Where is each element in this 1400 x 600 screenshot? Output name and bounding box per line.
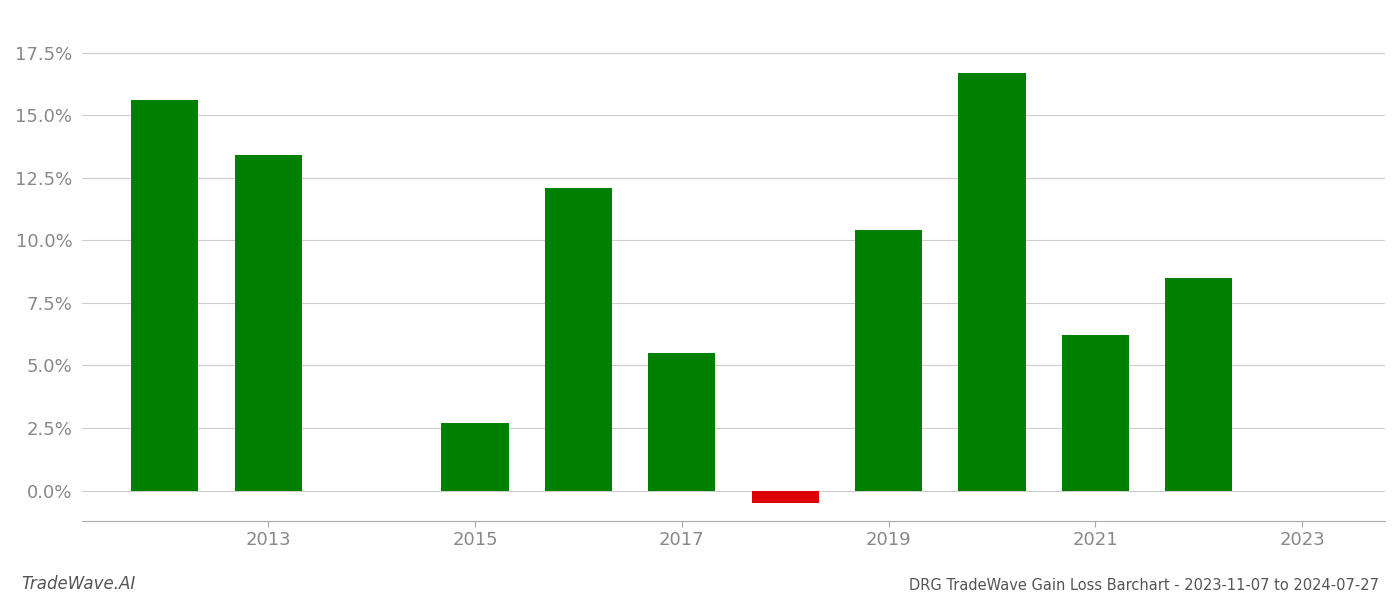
Bar — [441, 423, 508, 491]
Bar — [235, 155, 302, 491]
Bar — [1165, 278, 1232, 491]
Bar — [1061, 335, 1128, 491]
Bar — [855, 230, 923, 491]
Bar — [959, 73, 1026, 491]
Text: DRG TradeWave Gain Loss Barchart - 2023-11-07 to 2024-07-27: DRG TradeWave Gain Loss Barchart - 2023-… — [909, 578, 1379, 593]
Bar — [545, 188, 612, 491]
Bar — [752, 491, 819, 503]
Bar — [648, 353, 715, 491]
Bar — [132, 100, 199, 491]
Text: TradeWave.AI: TradeWave.AI — [21, 575, 136, 593]
